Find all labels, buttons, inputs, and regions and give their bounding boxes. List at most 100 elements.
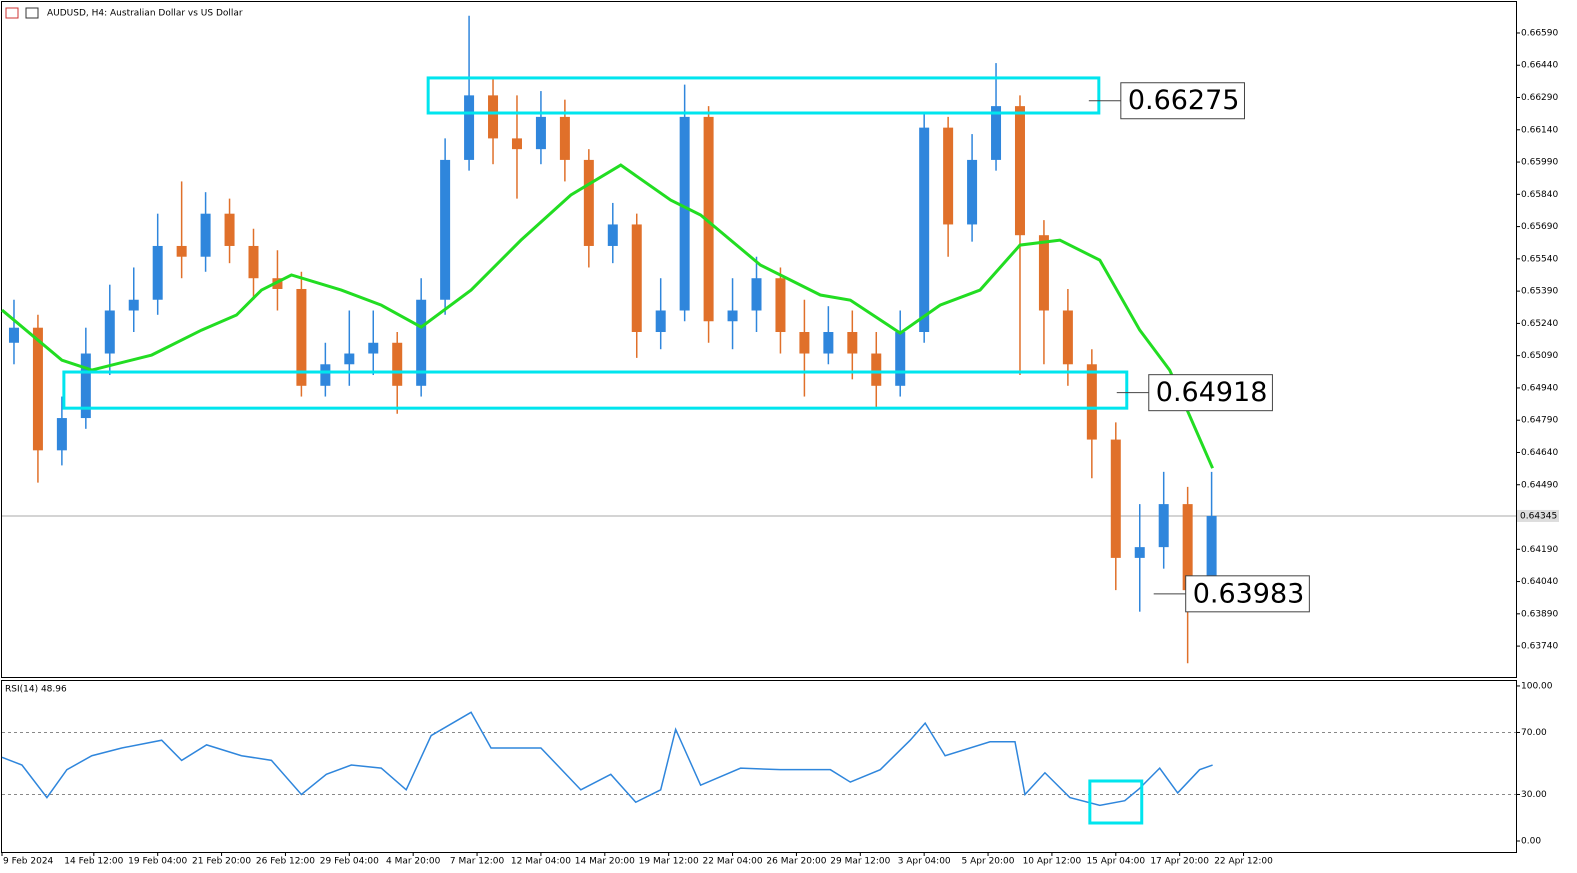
y-tick-label: 0.66290 bbox=[1521, 93, 1558, 103]
candle-body bbox=[464, 95, 475, 160]
level-label: 0.66275 bbox=[1128, 85, 1240, 116]
y-tick-label: 70.00 bbox=[1521, 728, 1547, 738]
candle-body bbox=[703, 116, 714, 322]
candle-body bbox=[823, 332, 834, 354]
y-tick-label: 0.64790 bbox=[1521, 416, 1558, 426]
y-tick-label: 0.65840 bbox=[1521, 190, 1558, 200]
candle-body bbox=[1182, 504, 1193, 591]
level-label-box bbox=[1185, 575, 1310, 613]
candle-body bbox=[847, 332, 858, 354]
candle-body bbox=[176, 245, 187, 257]
y-tick-label: 0.63740 bbox=[1521, 642, 1558, 652]
candle-body bbox=[631, 224, 642, 333]
candle-body bbox=[344, 353, 355, 365]
y-tick-label: 0.65240 bbox=[1521, 319, 1558, 329]
y-tick-label: 0.65090 bbox=[1521, 351, 1558, 361]
candle-body bbox=[919, 127, 930, 333]
candle-body bbox=[727, 310, 738, 322]
candle-body bbox=[32, 327, 43, 451]
y-tick-label: 0.64190 bbox=[1521, 545, 1558, 555]
candle-body bbox=[56, 418, 67, 451]
x-tick-label: 4 Mar 20:00 bbox=[386, 857, 441, 867]
candle-body bbox=[8, 327, 19, 343]
y-tick-label: 0.00 bbox=[1521, 836, 1541, 846]
y-tick-label: 0.66590 bbox=[1521, 28, 1558, 38]
candle-body bbox=[368, 342, 379, 354]
x-tick-label: 19 Mar 12:00 bbox=[639, 857, 699, 867]
candle-body bbox=[967, 159, 978, 225]
candle-body bbox=[1206, 515, 1217, 591]
x-tick-label: 22 Apr 12:00 bbox=[1214, 857, 1273, 867]
rsi-title: RSI(14) 48.96 bbox=[5, 685, 67, 695]
level-label: 0.64918 bbox=[1156, 377, 1268, 408]
x-tick-label: 12 Mar 04:00 bbox=[511, 857, 571, 867]
candle-body bbox=[392, 342, 403, 386]
y-tick-label: 0.65690 bbox=[1521, 222, 1558, 232]
y-tick-label: 0.66140 bbox=[1521, 125, 1558, 135]
level-label-box bbox=[1148, 374, 1273, 412]
current-price-tag bbox=[1517, 509, 1559, 522]
candle-body bbox=[224, 213, 235, 246]
y-tick-label: 0.65990 bbox=[1521, 158, 1558, 168]
candle-body bbox=[511, 138, 522, 150]
rsi-panel bbox=[1, 680, 1517, 853]
candle-body bbox=[799, 332, 810, 354]
x-tick-label: 15 Apr 04:00 bbox=[1086, 857, 1145, 867]
candle-body bbox=[871, 353, 882, 386]
chart-title: AUDUSD, H4: Australian Dollar vs US Doll… bbox=[47, 9, 243, 19]
y-tick-label: 100.00 bbox=[1521, 681, 1553, 691]
y-tick-label: 0.65540 bbox=[1521, 254, 1558, 264]
candle-body bbox=[655, 310, 666, 333]
candle-body bbox=[1062, 310, 1073, 365]
candle-body bbox=[296, 288, 307, 386]
candle-body bbox=[104, 310, 115, 354]
y-tick-label: 0.65390 bbox=[1521, 287, 1558, 297]
candle-body bbox=[607, 224, 618, 246]
candle-body bbox=[751, 278, 762, 311]
candle-body bbox=[895, 332, 906, 386]
candle-body bbox=[679, 116, 690, 311]
x-tick-label: 14 Mar 20:00 bbox=[575, 857, 635, 867]
candle-body bbox=[440, 159, 451, 300]
x-tick-label: 9 Feb 2024 bbox=[3, 857, 54, 867]
rsi-line bbox=[1, 711, 1213, 807]
candle-body bbox=[416, 299, 427, 386]
icon bbox=[25, 7, 39, 19]
candle-body bbox=[152, 245, 163, 300]
x-tick-label: 17 Apr 20:00 bbox=[1150, 857, 1209, 867]
candle-body bbox=[488, 95, 499, 139]
y-tick-label: 30.00 bbox=[1521, 790, 1547, 800]
level-label: 0.63983 bbox=[1193, 578, 1305, 609]
y-tick-label: 0.64940 bbox=[1521, 383, 1558, 393]
candle-body bbox=[559, 116, 570, 160]
candle-body bbox=[1038, 235, 1049, 311]
level-box bbox=[426, 76, 1101, 115]
x-tick-label: 26 Feb 12:00 bbox=[256, 857, 315, 867]
y-tick-label: 0.64640 bbox=[1521, 448, 1558, 458]
current-price-label: 0.64345 bbox=[1520, 511, 1557, 521]
candle-body bbox=[775, 278, 786, 333]
x-tick-label: 7 Mar 12:00 bbox=[450, 857, 505, 867]
x-tick-label: 10 Apr 12:00 bbox=[1023, 857, 1082, 867]
rsi-box bbox=[1088, 779, 1144, 825]
x-tick-label: 21 Feb 20:00 bbox=[192, 857, 251, 867]
candle-body bbox=[1110, 439, 1121, 558]
x-tick-label: 29 Mar 12:00 bbox=[830, 857, 890, 867]
x-tick-label: 22 Mar 04:00 bbox=[703, 857, 763, 867]
level-label-box bbox=[1120, 82, 1245, 120]
candle-body bbox=[583, 159, 594, 246]
y-tick-label: 0.64490 bbox=[1521, 480, 1558, 490]
candle-body bbox=[80, 353, 91, 419]
y-tick-label: 0.63890 bbox=[1521, 609, 1558, 619]
candle-body bbox=[1086, 364, 1097, 440]
x-tick-label: 29 Feb 04:00 bbox=[320, 857, 379, 867]
candle-body bbox=[1134, 547, 1145, 558]
candle-body bbox=[128, 299, 139, 311]
y-tick-label: 0.64040 bbox=[1521, 577, 1558, 587]
candle-body bbox=[991, 106, 1002, 160]
moving-average bbox=[1, 163, 1214, 469]
level-box bbox=[62, 370, 1129, 410]
candle-body bbox=[1014, 106, 1025, 236]
candle-body bbox=[320, 364, 331, 386]
